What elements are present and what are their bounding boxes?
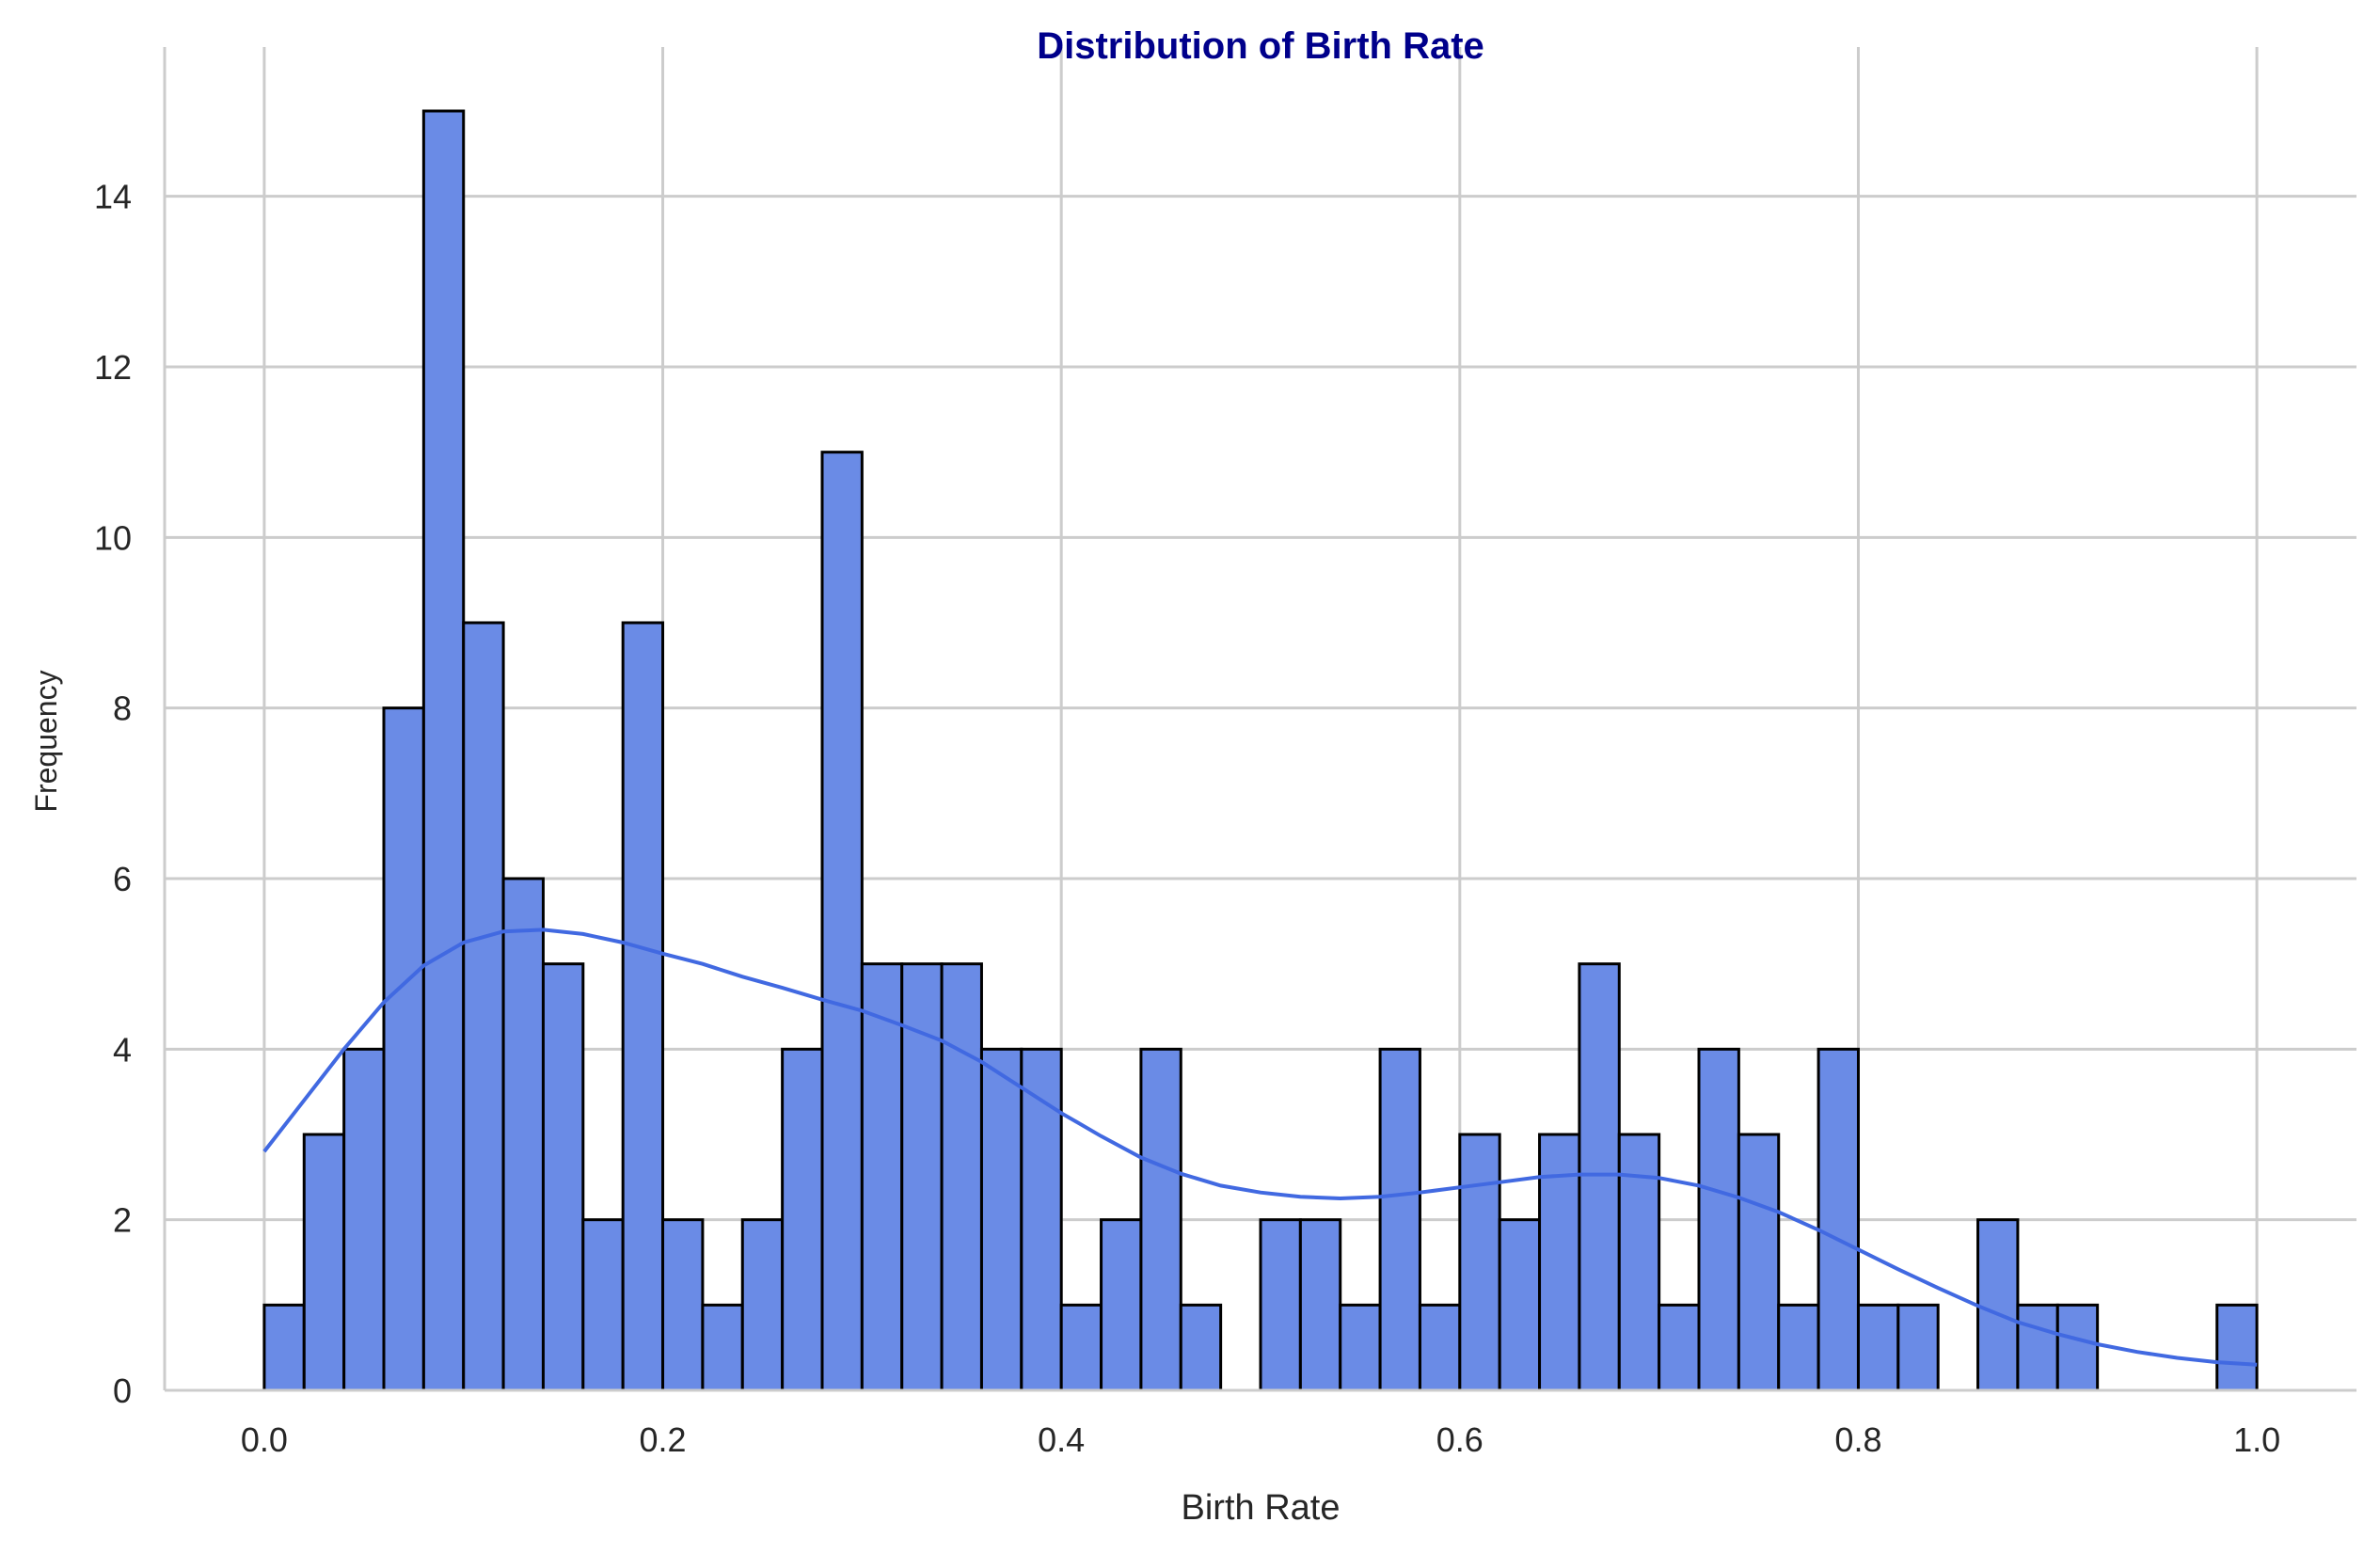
x-tick-label: 0.2 xyxy=(640,1420,687,1459)
kde-curve xyxy=(262,928,2258,1367)
histogram-bar xyxy=(1697,1047,1740,1392)
histogram-bar xyxy=(1259,1218,1302,1392)
histogram-bar xyxy=(462,621,505,1392)
histogram-bar xyxy=(701,1303,744,1392)
histogram-bar xyxy=(1100,1218,1143,1392)
x-axis-label: Birth Rate xyxy=(1182,1488,1341,1528)
histogram-bar xyxy=(1976,1218,2020,1392)
x-tick-label: 0.4 xyxy=(1038,1420,1085,1459)
histogram-bar xyxy=(1617,1133,1661,1392)
histogram-bar xyxy=(501,877,545,1392)
histogram-bar xyxy=(940,962,983,1392)
histogram-bar xyxy=(979,1047,1023,1392)
histogram-bar xyxy=(661,1218,705,1392)
histogram-bar xyxy=(541,962,585,1392)
histogram-bar xyxy=(2055,1303,2100,1392)
y-tick-label: 0 xyxy=(113,1372,132,1410)
histogram-bar xyxy=(781,1047,824,1392)
histogram-bar xyxy=(1658,1303,1701,1392)
histogram-bar xyxy=(1139,1047,1182,1392)
histogram-bar xyxy=(820,451,864,1392)
y-tick-label: 14 xyxy=(94,178,132,216)
chart-title: Distribution of Birth Rate xyxy=(1037,25,1484,67)
y-tick-labels: 0 2 4 6 8 10 12 14 xyxy=(94,178,132,1410)
histogram-bar xyxy=(1777,1303,1820,1392)
histogram-bar xyxy=(1020,1047,1063,1392)
histogram-bar xyxy=(1498,1218,1542,1392)
histogram-bar xyxy=(2016,1303,2059,1392)
axis-spines xyxy=(163,47,2356,1392)
x-tick-label: 1.0 xyxy=(2233,1420,2280,1459)
y-tick-label: 2 xyxy=(113,1201,132,1240)
x-tick-label: 0.0 xyxy=(241,1420,288,1459)
histogram-bar xyxy=(421,109,466,1392)
histogram-bars xyxy=(262,109,2259,1392)
y-tick-label: 10 xyxy=(94,518,132,557)
histogram-bar xyxy=(342,1047,386,1392)
y-axis-label: Frequency xyxy=(29,670,63,812)
histogram-bar xyxy=(1339,1303,1382,1392)
histogram-bar xyxy=(302,1133,346,1392)
histogram-bar xyxy=(740,1218,785,1392)
histogram-bar xyxy=(1896,1303,1940,1392)
x-tick-label: 0.8 xyxy=(1834,1420,1881,1459)
y-tick-label: 12 xyxy=(94,348,132,387)
histogram-bar xyxy=(2215,1303,2259,1392)
y-tick-label: 4 xyxy=(113,1030,132,1069)
y-tick-label: 8 xyxy=(113,690,132,728)
x-tick-labels: 0.0 0.2 0.4 0.6 0.8 1.0 xyxy=(241,1420,2280,1459)
histogram-bar xyxy=(1578,962,1621,1392)
histogram-bar xyxy=(262,1303,306,1392)
histogram-bar xyxy=(581,1218,625,1392)
x-tick-label: 0.6 xyxy=(1436,1420,1484,1459)
histogram-bar xyxy=(1458,1133,1501,1392)
histogram-bar xyxy=(1378,1047,1421,1392)
histogram-bar xyxy=(621,621,665,1392)
histogram-bar xyxy=(860,962,904,1392)
histogram-bar xyxy=(1418,1303,1462,1392)
histogram-bar xyxy=(382,706,425,1392)
histogram-bar xyxy=(1059,1303,1103,1392)
histogram-bar xyxy=(1538,1133,1581,1392)
histogram-bar xyxy=(1856,1303,1900,1392)
histogram-bar xyxy=(1817,1047,1860,1392)
grid-lines xyxy=(165,47,2356,1392)
y-tick-label: 6 xyxy=(113,860,132,898)
histogram-bar xyxy=(1179,1303,1223,1392)
histogram-bar xyxy=(1298,1218,1342,1392)
histogram-bar xyxy=(1737,1133,1781,1392)
